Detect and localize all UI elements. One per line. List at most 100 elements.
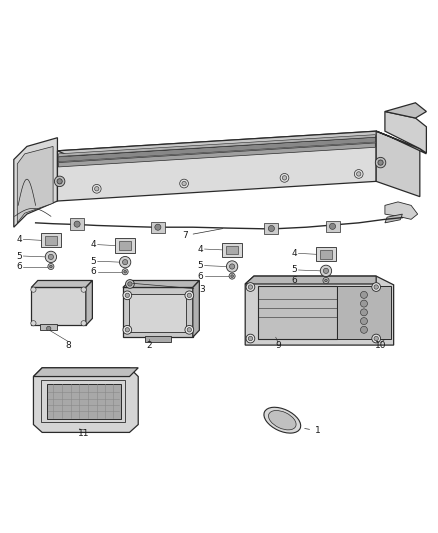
Circle shape	[360, 318, 367, 325]
Circle shape	[357, 172, 361, 176]
Circle shape	[268, 225, 275, 231]
Circle shape	[120, 256, 131, 268]
Circle shape	[325, 279, 327, 282]
FancyBboxPatch shape	[119, 241, 131, 250]
Polygon shape	[385, 103, 426, 118]
Text: 9: 9	[275, 342, 281, 351]
FancyBboxPatch shape	[151, 222, 165, 233]
Polygon shape	[86, 280, 92, 326]
Circle shape	[248, 336, 253, 341]
Circle shape	[125, 293, 130, 297]
Ellipse shape	[264, 407, 301, 433]
Text: 4: 4	[90, 240, 96, 249]
Polygon shape	[123, 287, 193, 337]
Polygon shape	[130, 294, 186, 332]
Polygon shape	[31, 280, 92, 287]
Circle shape	[329, 223, 336, 229]
FancyBboxPatch shape	[226, 246, 238, 254]
Circle shape	[283, 176, 287, 180]
Circle shape	[231, 275, 233, 277]
Polygon shape	[376, 131, 426, 154]
Polygon shape	[33, 368, 138, 432]
Circle shape	[323, 277, 329, 284]
Circle shape	[185, 291, 194, 300]
Circle shape	[125, 328, 130, 332]
Circle shape	[187, 328, 191, 332]
Circle shape	[187, 293, 191, 297]
Circle shape	[323, 268, 328, 273]
Circle shape	[229, 273, 235, 279]
Text: 6: 6	[90, 267, 96, 276]
Polygon shape	[58, 138, 375, 161]
Text: 3: 3	[133, 284, 205, 294]
Polygon shape	[123, 280, 199, 287]
Polygon shape	[193, 280, 199, 337]
Circle shape	[248, 285, 253, 289]
FancyBboxPatch shape	[222, 243, 242, 257]
Circle shape	[126, 280, 134, 288]
Circle shape	[182, 181, 186, 185]
Text: 5: 5	[198, 261, 203, 270]
FancyBboxPatch shape	[265, 223, 279, 234]
Circle shape	[95, 187, 99, 191]
Circle shape	[54, 176, 65, 187]
Polygon shape	[245, 276, 394, 345]
Circle shape	[230, 264, 235, 269]
Circle shape	[374, 285, 378, 289]
Circle shape	[354, 169, 363, 179]
Circle shape	[360, 326, 367, 333]
FancyBboxPatch shape	[45, 236, 57, 245]
Text: 4: 4	[291, 249, 297, 258]
Circle shape	[81, 321, 86, 326]
Text: 5: 5	[16, 252, 22, 261]
Circle shape	[128, 282, 132, 286]
Circle shape	[185, 326, 194, 334]
Polygon shape	[57, 131, 376, 201]
Polygon shape	[58, 135, 375, 157]
Circle shape	[57, 179, 62, 184]
Circle shape	[372, 282, 381, 292]
Circle shape	[31, 287, 36, 292]
Circle shape	[155, 224, 161, 230]
Circle shape	[92, 184, 101, 193]
Circle shape	[124, 270, 127, 273]
Circle shape	[374, 336, 378, 341]
Text: 5: 5	[291, 265, 297, 274]
Text: 11: 11	[78, 429, 89, 438]
Text: 7: 7	[182, 229, 223, 240]
Polygon shape	[46, 384, 121, 419]
Polygon shape	[245, 276, 376, 284]
Circle shape	[360, 309, 367, 316]
Circle shape	[180, 179, 188, 188]
Circle shape	[123, 291, 132, 300]
Circle shape	[123, 326, 132, 334]
FancyBboxPatch shape	[325, 221, 339, 232]
Circle shape	[74, 221, 80, 227]
Polygon shape	[385, 202, 418, 220]
Circle shape	[31, 321, 36, 326]
Text: 6: 6	[16, 262, 22, 271]
Circle shape	[48, 263, 54, 270]
Polygon shape	[385, 214, 403, 223]
Circle shape	[246, 282, 255, 292]
Text: 6: 6	[291, 276, 297, 285]
Circle shape	[122, 269, 128, 275]
Polygon shape	[58, 143, 375, 167]
Circle shape	[360, 300, 367, 307]
Polygon shape	[33, 368, 138, 376]
Polygon shape	[258, 286, 337, 338]
Circle shape	[123, 260, 128, 265]
Polygon shape	[337, 286, 392, 338]
Polygon shape	[17, 147, 53, 223]
Circle shape	[360, 292, 367, 298]
Text: 10: 10	[375, 342, 386, 351]
Circle shape	[46, 326, 51, 330]
Polygon shape	[376, 131, 420, 197]
Polygon shape	[40, 324, 57, 330]
FancyBboxPatch shape	[70, 219, 84, 230]
Text: 1: 1	[305, 426, 321, 435]
Polygon shape	[14, 138, 57, 227]
FancyBboxPatch shape	[41, 233, 61, 247]
Circle shape	[378, 160, 383, 165]
Text: 5: 5	[90, 257, 96, 266]
